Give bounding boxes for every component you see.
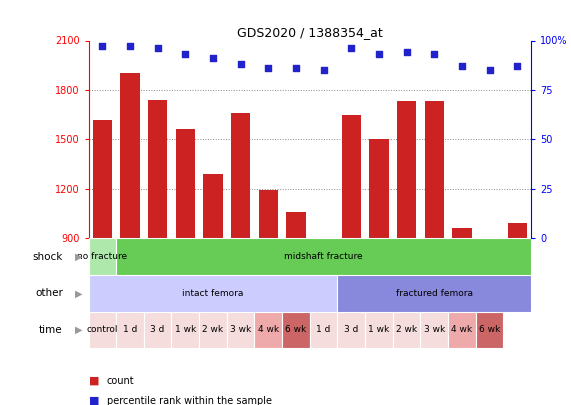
Point <box>98 43 107 50</box>
Text: fractured femora: fractured femora <box>396 289 473 298</box>
Text: percentile rank within the sample: percentile rank within the sample <box>107 396 272 405</box>
Point <box>236 61 245 68</box>
Text: ■: ■ <box>89 376 99 386</box>
Bar <box>369 139 389 238</box>
Bar <box>259 190 278 238</box>
Bar <box>148 100 167 238</box>
Text: ■: ■ <box>89 396 99 405</box>
Bar <box>480 238 499 243</box>
Bar <box>93 119 112 238</box>
Bar <box>255 311 282 348</box>
Bar <box>365 311 393 348</box>
Bar <box>508 224 527 238</box>
Text: 3 d: 3 d <box>344 326 359 335</box>
Text: 1 wk: 1 wk <box>368 326 389 335</box>
Text: 4 wk: 4 wk <box>451 326 472 335</box>
Text: count: count <box>107 376 134 386</box>
Text: shock: shock <box>33 252 63 262</box>
Text: time: time <box>39 325 63 335</box>
Point <box>429 51 439 58</box>
Bar <box>309 311 337 348</box>
Text: ▶: ▶ <box>74 252 82 262</box>
Point <box>457 63 467 69</box>
Bar <box>282 311 309 348</box>
Text: 1 wk: 1 wk <box>175 326 196 335</box>
Bar <box>120 73 140 238</box>
Text: midshaft fracture: midshaft fracture <box>284 252 363 261</box>
Point <box>264 65 273 71</box>
Bar <box>203 174 223 238</box>
Title: GDS2020 / 1388354_at: GDS2020 / 1388354_at <box>237 26 383 39</box>
Bar <box>176 130 195 238</box>
Text: ▶: ▶ <box>74 288 82 298</box>
Bar <box>397 102 416 238</box>
Point <box>208 55 218 62</box>
Bar <box>199 311 227 348</box>
Text: control: control <box>87 326 118 335</box>
Text: 3 d: 3 d <box>151 326 165 335</box>
Bar <box>448 311 476 348</box>
Bar <box>227 311 255 348</box>
Point <box>513 63 522 69</box>
Point <box>402 49 411 55</box>
Bar <box>341 115 361 238</box>
Text: 4 wk: 4 wk <box>258 326 279 335</box>
Bar <box>231 113 250 238</box>
Text: 2 wk: 2 wk <box>396 326 417 335</box>
Point <box>153 45 162 52</box>
Bar <box>337 311 365 348</box>
Point <box>485 67 494 73</box>
Point <box>181 51 190 58</box>
Bar <box>452 228 472 238</box>
Text: 6 wk: 6 wk <box>479 326 500 335</box>
Bar <box>89 275 337 311</box>
Point <box>319 67 328 73</box>
Bar <box>171 311 199 348</box>
Bar <box>116 311 144 348</box>
Bar <box>476 311 504 348</box>
Bar <box>144 311 171 348</box>
Text: no fracture: no fracture <box>77 252 127 261</box>
Bar <box>420 311 448 348</box>
Text: 3 wk: 3 wk <box>230 326 251 335</box>
Text: 2 wk: 2 wk <box>202 326 223 335</box>
Text: 3 wk: 3 wk <box>424 326 445 335</box>
Point <box>291 65 300 71</box>
Bar <box>425 102 444 238</box>
Text: 1 d: 1 d <box>316 326 331 335</box>
Bar <box>89 311 116 348</box>
Text: ▶: ▶ <box>74 325 82 335</box>
Bar <box>393 311 420 348</box>
Text: other: other <box>35 288 63 298</box>
Bar <box>337 275 531 311</box>
Text: 6 wk: 6 wk <box>286 326 307 335</box>
Point <box>126 43 135 50</box>
Bar <box>286 212 305 238</box>
Text: 1 d: 1 d <box>123 326 137 335</box>
Text: intact femora: intact femora <box>182 289 244 298</box>
Bar <box>89 238 116 275</box>
Point <box>375 51 384 58</box>
Point <box>347 45 356 52</box>
